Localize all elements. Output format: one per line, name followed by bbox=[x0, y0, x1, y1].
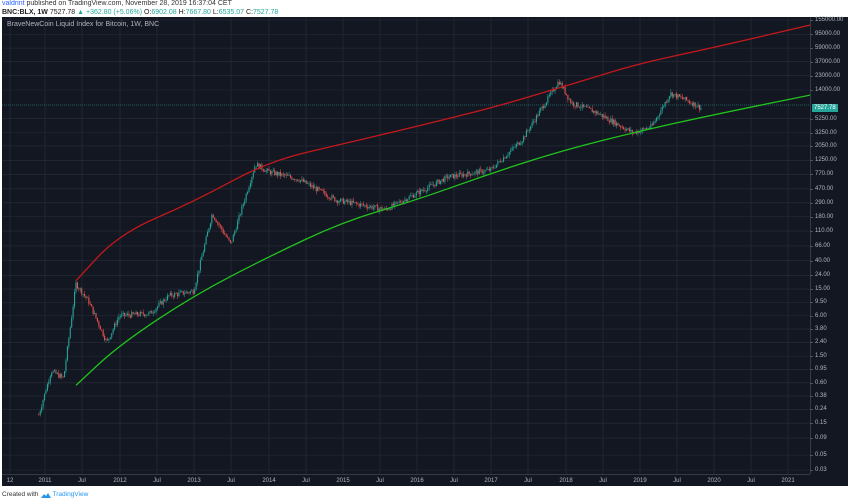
x-tick-label: Jul bbox=[673, 478, 681, 484]
y-tick-label: 0.03 bbox=[810, 467, 827, 473]
y-tick-label: 180.00 bbox=[809, 213, 834, 220]
symbol-label: BNC:BLX, 1W bbox=[2, 8, 48, 16]
chart-panel[interactable]: BraveNewCoin Liquid Index for Bitcoin, 1… bbox=[2, 17, 848, 486]
close-label: C: bbox=[246, 8, 254, 16]
publish-line: valdrint published on TradingView.com, N… bbox=[2, 0, 278, 9]
y-tick-label: 0.09 bbox=[810, 435, 827, 442]
y-tick-label: 0.60 bbox=[810, 379, 827, 386]
published-text: published on TradingView.com, November 2… bbox=[24, 0, 232, 7]
price-plot[interactable] bbox=[2, 17, 810, 474]
tradingview-logo-icon bbox=[40, 492, 51, 498]
x-tick-label: 2018 bbox=[559, 478, 573, 484]
y-tick-label: 40.00 bbox=[809, 257, 831, 264]
y-tick-label: 24.00 bbox=[809, 272, 831, 279]
tradingview-link[interactable]: TradingView bbox=[52, 491, 89, 498]
candlesticks bbox=[38, 79, 702, 417]
y-tick-label: 9.50 bbox=[810, 299, 827, 306]
y-tick-label: 66.00 bbox=[809, 242, 831, 249]
x-tick-label: 2012 bbox=[113, 478, 127, 484]
upper-curve[interactable] bbox=[75, 23, 810, 282]
created-with-text: Created with bbox=[2, 491, 39, 498]
y-tick-label: 155000.00 bbox=[809, 17, 844, 23]
ohlc-line: BNC:BLX, 1W 7527.78 ▲ +362.80 (+5.06%) O… bbox=[2, 9, 278, 18]
x-tick-label: 2014 bbox=[262, 478, 276, 484]
y-tick-label: 6.00 bbox=[810, 312, 827, 319]
price-axis[interactable]: 7527.78 155000.00 95000.00 59000.00 37000.0… bbox=[809, 17, 849, 474]
x-tick-label: Jul bbox=[153, 478, 161, 484]
y-tick-label: 5250.00 bbox=[810, 115, 837, 122]
y-tick-label: 2.40 bbox=[810, 339, 827, 346]
y-tick-label: 1.50 bbox=[810, 353, 827, 360]
last-price: 7527.78 bbox=[49, 8, 76, 16]
x-tick-label: Jul bbox=[524, 478, 532, 484]
x-tick-label: 2016 bbox=[410, 478, 424, 484]
footer: Created with TradingView bbox=[2, 491, 88, 498]
grid-lines bbox=[2, 17, 810, 474]
y-tick-label: 290.00 bbox=[809, 199, 834, 206]
y-tick-label: 470.00 bbox=[809, 185, 834, 192]
y-tick-label: 2050.00 bbox=[810, 142, 837, 149]
x-tick-label: 2019 bbox=[633, 478, 647, 484]
y-tick-label: 0.95 bbox=[810, 366, 827, 373]
close-value: 7527.78 bbox=[253, 8, 279, 16]
y-tick-label: 3.80 bbox=[810, 326, 827, 333]
x-tick-label: 2021 bbox=[781, 478, 795, 484]
y-tick-label: 15.00 bbox=[809, 286, 831, 293]
x-tick-label: Jul bbox=[227, 478, 235, 484]
y-tick-label: 110.00 bbox=[810, 228, 833, 235]
y-tick-label: 0.15 bbox=[810, 420, 827, 427]
y-tick-label: 0.24 bbox=[810, 406, 827, 413]
x-tick-label: 2015 bbox=[336, 478, 350, 484]
y-tick-label: 37000.00 bbox=[809, 58, 841, 65]
x-tick-label: Jul bbox=[376, 478, 384, 484]
y-tick-label: 3250.00 bbox=[810, 129, 837, 136]
author-link[interactable]: valdrint bbox=[2, 0, 25, 7]
high-label: H: bbox=[178, 8, 186, 16]
chart-title: BraveNewCoin Liquid Index for Bitcoin, 1… bbox=[7, 21, 160, 28]
low-label: L: bbox=[212, 8, 219, 16]
time-axis[interactable]: 12 2011 Jul 2012 Jul 2013 Jul 2014 Jul 2015 Jul 201… bbox=[2, 474, 810, 487]
y-tick-label: 23000.00 bbox=[809, 72, 841, 79]
x-tick-label: 2011 bbox=[38, 478, 52, 484]
x-tick-label: 2020 bbox=[707, 478, 721, 484]
x-tick-label: 2017 bbox=[484, 478, 498, 484]
x-tick-label: Jul bbox=[302, 478, 310, 484]
last-price-tag: 7527.78 bbox=[812, 104, 838, 112]
x-tick-label: Jul bbox=[78, 478, 86, 484]
y-tick-label: 59000.00 bbox=[809, 45, 841, 52]
y-tick-label: 14000.00 bbox=[809, 86, 841, 93]
y-tick-label: 1250.00 bbox=[810, 157, 837, 164]
low-value: 6535.07 bbox=[218, 8, 245, 16]
lower-curve[interactable] bbox=[75, 93, 810, 386]
x-tick-label: Jul bbox=[747, 478, 755, 484]
x-tick-label: 12 bbox=[6, 478, 14, 484]
x-tick-label: 2013 bbox=[187, 478, 201, 484]
chart-header: valdrint published on TradingView.com, N… bbox=[2, 0, 278, 17]
y-tick-label: 770.00 bbox=[809, 171, 834, 178]
open-label: O: bbox=[143, 8, 152, 16]
x-tick-label: Jul bbox=[450, 478, 458, 484]
y-tick-label: 0.38 bbox=[810, 393, 827, 400]
open-value: 6902.08 bbox=[151, 8, 177, 16]
high-value: 7667.80 bbox=[185, 8, 211, 16]
y-tick-label: 0.05 bbox=[810, 452, 827, 459]
price-change: ▲ +362.80 (+5.06%) bbox=[77, 8, 143, 16]
y-tick-label: 95000.00 bbox=[809, 31, 841, 38]
x-tick-label: Jul bbox=[599, 478, 607, 484]
